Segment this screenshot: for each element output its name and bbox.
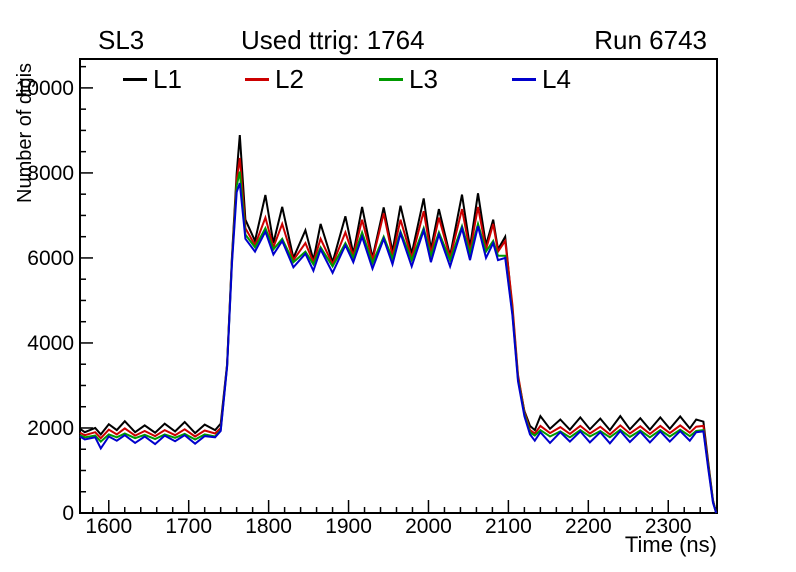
x-tick-label: 2200 [565,515,612,538]
series-line-l2 [79,157,718,514]
series-group [79,135,718,514]
pad-title-left: SL3 [98,25,145,55]
series-line-l3 [79,171,718,514]
y-tick-label: 6000 [27,247,74,270]
x-tick-label: 1800 [245,515,292,538]
legend-label-l2: L2 [275,64,304,94]
y-tick-label: 4000 [27,332,74,355]
tick-group: 1600 1700 1800 1900 2000 2100 2200 2300 0 2000 400… [16,65,717,538]
x-tick-label: 2300 [645,515,692,538]
x-tick-label: 2100 [485,515,532,538]
legend-label-l1: L1 [153,64,182,94]
x-tick-label: 2000 [405,515,452,538]
legend-entry-l1: L1 [123,66,182,92]
legend-label-l3: L3 [409,64,438,94]
x-tick-label: 1900 [325,515,372,538]
l3-line-swatch [379,77,403,81]
l2-line-swatch [245,77,269,81]
x-axis-title: Time (ns) [625,532,717,557]
legend-entry-l4: L4 [512,66,571,92]
x-tick-label: 1700 [165,515,212,538]
plot-frame-group [79,58,718,514]
pad-title-right: Run 6743 [594,25,707,55]
y-tick-label: 0 [62,502,74,525]
pad-title-center: Used ttrig: 1764 [241,25,425,55]
y-tick-label: 10000 [16,77,74,100]
y-tick-label: 8000 [27,162,74,185]
plot-frame [79,58,718,514]
x-tick-label: 1600 [85,515,132,538]
series-line-l4 [79,182,718,514]
l4-line-swatch [512,77,536,81]
y-axis-title: Number of digis [14,63,36,203]
legend-entry-l2: L2 [245,66,304,92]
y-tick-label: 2000 [27,417,74,440]
l1-line-swatch [123,77,147,81]
legend-entry-l3: L3 [379,66,438,92]
legend-label-l4: L4 [542,64,571,94]
series-line-l1 [79,135,718,514]
